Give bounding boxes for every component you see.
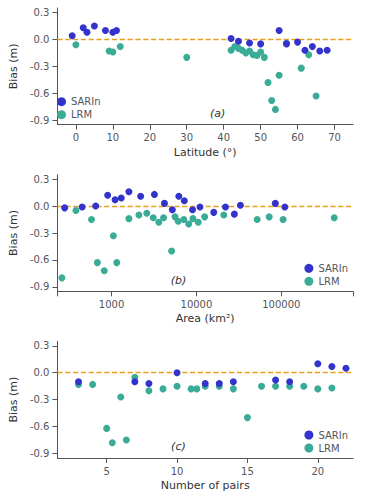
svg-text:0.3: 0.3 (34, 340, 50, 351)
svg-text:-0.9: -0.9 (30, 115, 50, 126)
svg-text:0.3: 0.3 (34, 174, 50, 185)
svg-text:60: 60 (291, 132, 304, 143)
svg-text:5: 5 (103, 466, 109, 477)
svg-text:Area (km²): Area (km²) (176, 312, 235, 325)
svg-text:LRM: LRM (71, 109, 92, 120)
svg-text:Bias (m): Bias (m) (7, 377, 20, 423)
svg-text:15: 15 (241, 466, 254, 477)
svg-text:10: 10 (171, 466, 184, 477)
svg-text:-0.3: -0.3 (30, 61, 50, 72)
svg-text:SARIn: SARIn (318, 263, 348, 274)
svg-text:50: 50 (254, 132, 267, 143)
svg-text:40: 40 (217, 132, 230, 143)
svg-text:Bias (m): Bias (m) (7, 43, 20, 89)
svg-text:-0.3: -0.3 (30, 228, 50, 239)
svg-text:(c): (c) (171, 440, 186, 453)
svg-text:0.0: 0.0 (34, 34, 50, 45)
svg-text:-0.6: -0.6 (30, 421, 50, 432)
svg-text:10: 10 (106, 132, 119, 143)
svg-text:20: 20 (143, 132, 156, 143)
svg-text:10000: 10000 (181, 299, 213, 310)
svg-text:(a): (a) (210, 107, 225, 120)
svg-text:SARIn: SARIn (318, 430, 348, 441)
svg-text:30: 30 (180, 132, 193, 143)
svg-text:0.3: 0.3 (34, 7, 50, 18)
svg-text:0.0: 0.0 (34, 201, 50, 212)
svg-text:(b): (b) (171, 274, 187, 287)
svg-text:Bias (m): Bias (m) (7, 210, 20, 256)
svg-text:0: 0 (73, 132, 79, 143)
svg-text:LRM: LRM (318, 443, 339, 454)
svg-text:-0.6: -0.6 (30, 88, 50, 99)
svg-text:Latitude (°): Latitude (°) (174, 146, 237, 159)
svg-text:70: 70 (328, 132, 341, 143)
svg-text:0.0: 0.0 (34, 367, 50, 378)
svg-text:-0.6: -0.6 (30, 254, 50, 265)
svg-text:Number of pairs: Number of pairs (161, 479, 250, 492)
svg-text:100000: 100000 (262, 299, 300, 310)
svg-text:-0.9: -0.9 (30, 281, 50, 292)
svg-text:-0.3: -0.3 (30, 394, 50, 405)
svg-text:1000: 1000 (99, 299, 124, 310)
svg-text:SARIn: SARIn (71, 96, 101, 107)
svg-text:20: 20 (311, 466, 324, 477)
svg-text:-0.9: -0.9 (30, 448, 50, 459)
svg-text:LRM: LRM (318, 276, 339, 287)
